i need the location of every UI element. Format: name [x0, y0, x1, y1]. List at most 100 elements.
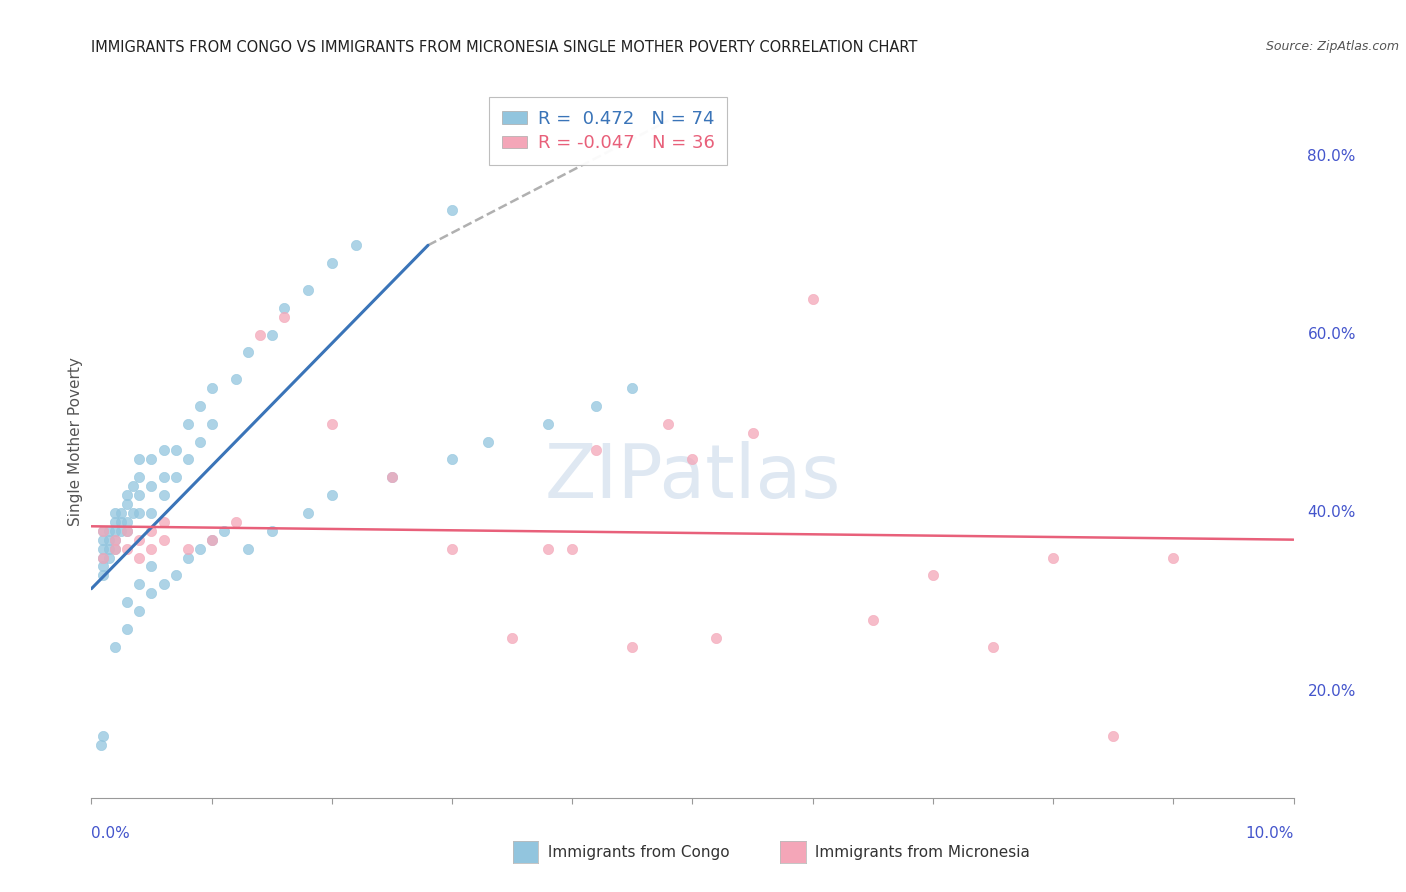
Point [104, 541, 127, 556]
Point [801, 292, 824, 306]
Point [104, 533, 127, 547]
Point [128, 470, 150, 484]
Point [188, 541, 211, 556]
Text: ZIPatlas: ZIPatlas [544, 441, 841, 514]
Point [128, 506, 150, 520]
Point [141, 479, 163, 493]
Point [249, 327, 271, 342]
Point [104, 640, 127, 654]
Point [104, 524, 127, 538]
Point [201, 533, 224, 547]
Point [621, 381, 644, 395]
Point [141, 506, 163, 520]
Point [297, 506, 319, 520]
Point [1102, 729, 1125, 743]
Point [165, 470, 187, 484]
Point [98, 541, 121, 556]
Point [152, 443, 174, 458]
Point [585, 399, 607, 413]
Point [188, 399, 211, 413]
Point [117, 524, 139, 538]
Text: IMMIGRANTS FROM CONGO VS IMMIGRANTS FROM MICRONESIA SINGLE MOTHER POVERTY CORREL: IMMIGRANTS FROM CONGO VS IMMIGRANTS FROM… [91, 40, 918, 55]
Point [93, 550, 115, 565]
Point [706, 631, 728, 645]
Point [128, 533, 150, 547]
Point [176, 550, 198, 565]
Point [141, 452, 163, 467]
Point [152, 577, 174, 591]
Point [141, 524, 163, 538]
Point [110, 515, 132, 529]
Text: Immigrants from Micronesia: Immigrants from Micronesia [810, 845, 1029, 860]
Point [152, 488, 174, 502]
Point [1042, 550, 1064, 565]
Point [93, 524, 115, 538]
Point [561, 541, 583, 556]
Point [165, 443, 187, 458]
Point [225, 372, 247, 386]
Point [477, 434, 499, 449]
Legend: R =  0.472   N = 74, R = -0.047   N = 36: R = 0.472 N = 74, R = -0.047 N = 36 [489, 97, 727, 165]
Point [117, 595, 139, 609]
Point [93, 729, 115, 743]
Point [93, 550, 115, 565]
Point [260, 327, 283, 342]
Point [321, 488, 343, 502]
Point [152, 515, 174, 529]
Point [1161, 550, 1184, 565]
Point [104, 533, 127, 547]
Point [297, 283, 319, 297]
Point [128, 604, 150, 618]
Point [117, 524, 139, 538]
Point [344, 238, 367, 252]
Point [128, 488, 150, 502]
Point [188, 434, 211, 449]
Point [681, 452, 703, 467]
Point [117, 497, 139, 511]
Point [201, 533, 224, 547]
Point [922, 568, 945, 582]
Point [117, 622, 139, 636]
Point [201, 417, 224, 431]
Text: 80.0%: 80.0% [1308, 149, 1355, 163]
Point [98, 550, 121, 565]
Point [117, 515, 139, 529]
Point [141, 541, 163, 556]
Point [585, 443, 607, 458]
Point [212, 524, 235, 538]
Point [440, 541, 463, 556]
Point [321, 417, 343, 431]
Point [501, 631, 523, 645]
Point [201, 381, 224, 395]
Point [176, 541, 198, 556]
Point [93, 541, 115, 556]
Point [440, 202, 463, 217]
Point [104, 515, 127, 529]
Point [176, 452, 198, 467]
Point [537, 417, 560, 431]
Point [93, 533, 115, 547]
Point [141, 586, 163, 600]
Text: 60.0%: 60.0% [1308, 327, 1355, 342]
Point [273, 301, 295, 315]
Point [128, 550, 150, 565]
Point [93, 559, 115, 574]
Text: 40.0%: 40.0% [1308, 506, 1355, 520]
Point [862, 613, 884, 627]
Point [273, 310, 295, 324]
Point [98, 524, 121, 538]
Text: Source: ZipAtlas.com: Source: ZipAtlas.com [1265, 40, 1399, 54]
Point [152, 533, 174, 547]
Point [440, 452, 463, 467]
Point [321, 256, 343, 270]
Point [128, 577, 150, 591]
Point [122, 479, 145, 493]
Point [152, 470, 174, 484]
Point [122, 506, 145, 520]
Y-axis label: Single Mother Poverty: Single Mother Poverty [67, 357, 83, 526]
Point [117, 541, 139, 556]
Point [381, 470, 404, 484]
Point [117, 488, 139, 502]
Point [657, 417, 679, 431]
Point [537, 541, 560, 556]
